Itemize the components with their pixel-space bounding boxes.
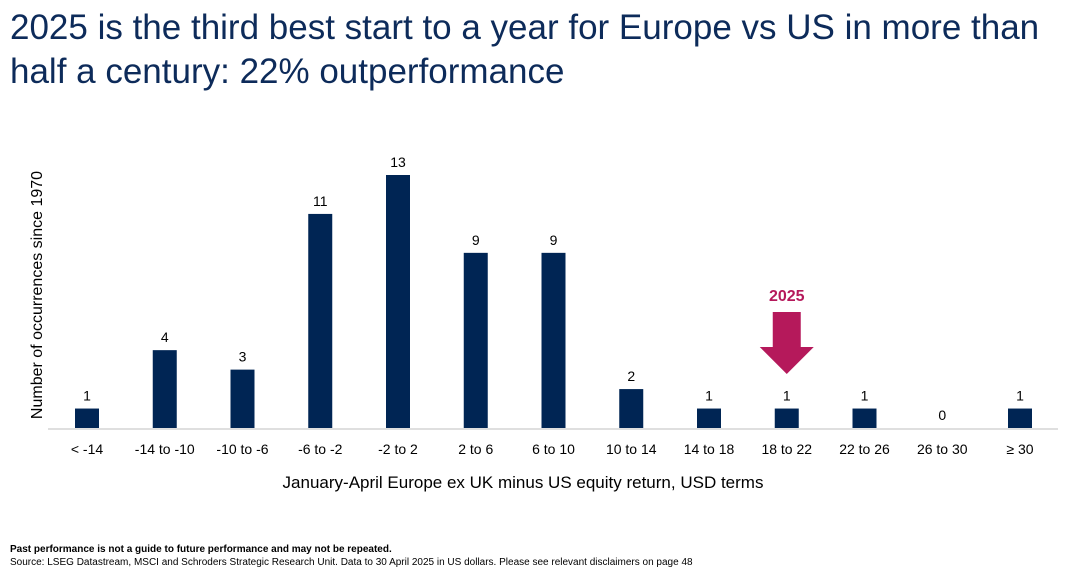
chart-title: 2025 is the third best start to a year f… (10, 8, 1040, 91)
tick-label-26-to-30: 26 to 30 (917, 441, 968, 457)
data-label-6-to-2: 11 (313, 193, 328, 209)
bar-18-to-22 (774, 408, 799, 428)
bar-14-to-18 (697, 408, 721, 428)
tick-label-18-to-22: 18 to 22 (761, 441, 812, 457)
bar-14-to-10 (152, 350, 177, 428)
data-label-6-to-10: 9 (550, 232, 558, 248)
tick-label-10-to-14: 10 to 14 (606, 441, 657, 457)
data-label-10-to-14: 2 (627, 368, 635, 384)
data-label-10-to-6: 3 (239, 349, 247, 365)
y-axis-label: Number of occurrences since 1970 (29, 171, 46, 419)
tick-label-14-to-18: 14 to 18 (684, 441, 735, 457)
tick-label-22-to-26: 22 to 26 (839, 441, 890, 457)
bar-2-to-6 (463, 252, 488, 428)
x-axis-label: January-April Europe ex UK minus US equi… (283, 473, 764, 492)
data-label-22-to-26: 1 (861, 388, 869, 404)
data-label-2-to-2: 13 (390, 154, 406, 170)
data-label-2-to-6: 9 (472, 232, 480, 248)
tick-label-2-to-2: -2 to 2 (378, 441, 418, 457)
bar-14 (75, 408, 99, 428)
tick-label-14: < -14 (71, 441, 104, 457)
source-text: Source: LSEG Datastream, MSCI and Schrod… (10, 557, 693, 568)
data-label-30: 1 (1016, 388, 1024, 404)
bar-2-to-2 (386, 175, 410, 428)
bar-6-to-10 (541, 252, 566, 428)
tick-label-30: ≥ 30 (1006, 441, 1033, 457)
data-label-14: 1 (83, 388, 91, 404)
data-label-14-to-18: 1 (705, 388, 713, 404)
bar-22-to-26 (852, 408, 877, 428)
tick-label-6-to-2: -6 to -2 (298, 441, 343, 457)
footnote: Past performance is not a guide to futur… (10, 543, 693, 569)
data-label-26-to-30: 0 (938, 407, 946, 423)
bar-10-to-6 (230, 369, 255, 428)
tick-label-14-to-10: -14 to -10 (135, 441, 195, 457)
annotation-arrow-down-icon (759, 312, 814, 374)
disclaimer-text: Past performance is not a guide to futur… (10, 544, 392, 555)
bar-chart: Number of occurrences since 1970 1 < -14 4… (29, 154, 1058, 492)
data-label-18-to-22: 1 (783, 388, 791, 404)
annotation-2025-label: 2025 (769, 288, 805, 305)
data-label-14-to-10: 4 (161, 329, 169, 345)
tick-label-10-to-6: -10 to -6 (216, 441, 268, 457)
tick-label-2-to-6: 2 to 6 (458, 441, 493, 457)
bar-10-to-14 (619, 389, 644, 428)
tick-label-6-to-10: 6 to 10 (532, 441, 575, 457)
bar-30 (1008, 408, 1032, 428)
bar-6-to-2 (308, 213, 333, 428)
